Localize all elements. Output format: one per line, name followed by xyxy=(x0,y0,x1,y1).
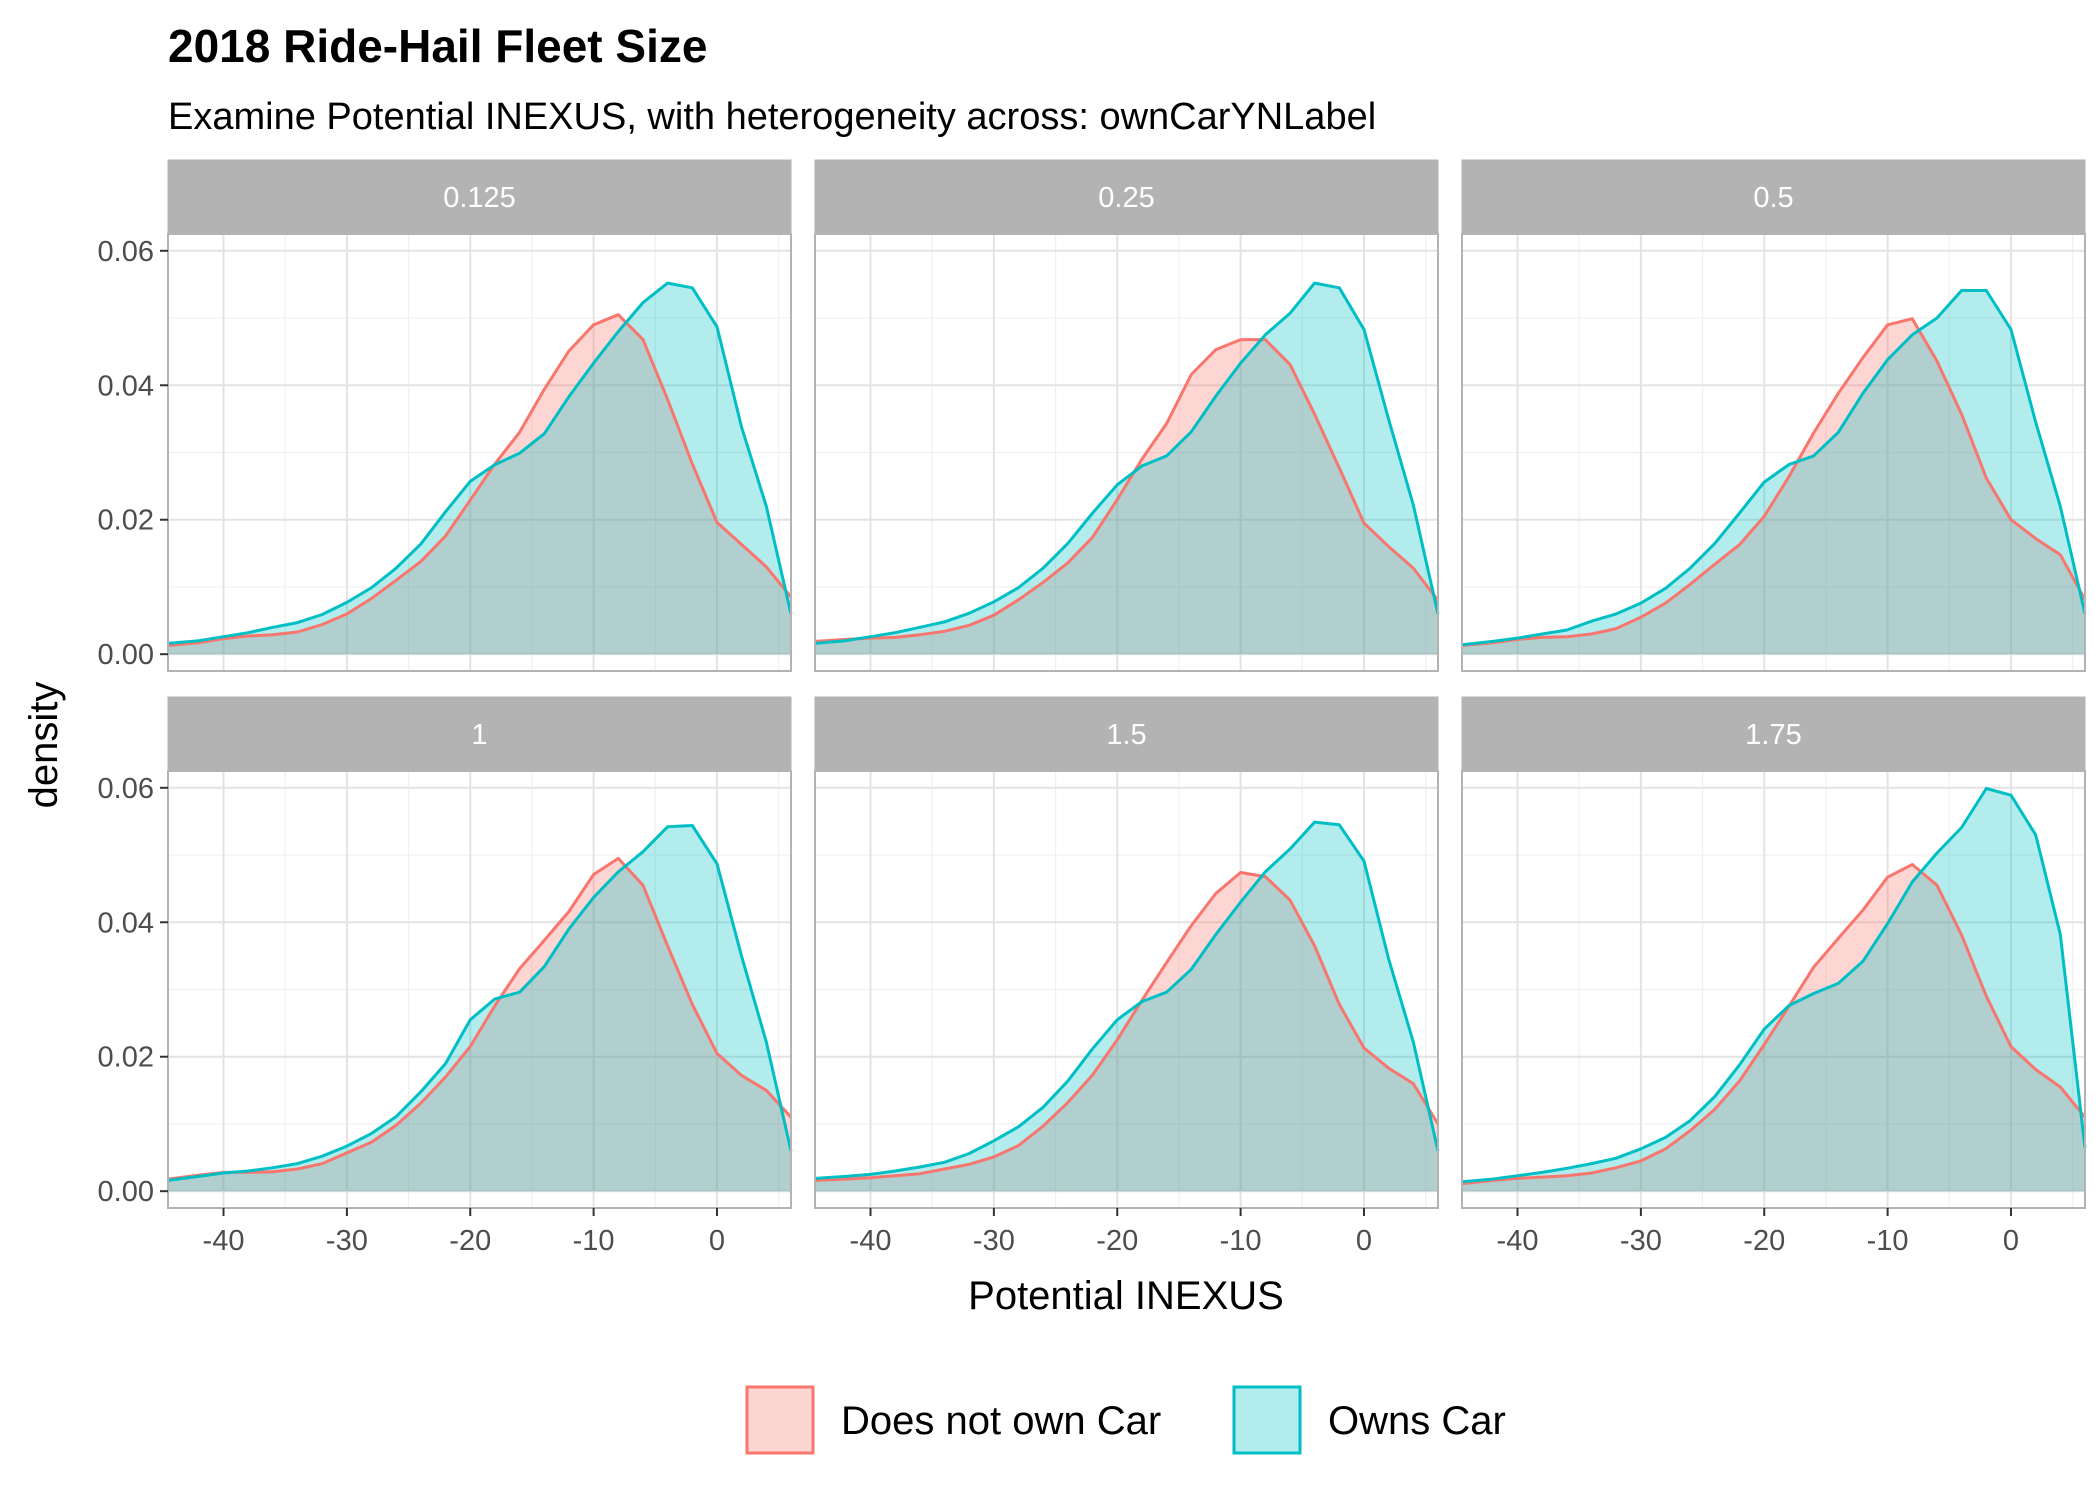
density-area-does-not-own-car xyxy=(1462,318,2085,655)
facet-strip xyxy=(1461,159,2086,235)
y-tick-label: 0.02 xyxy=(98,505,154,537)
x-tick-label: -30 xyxy=(973,1225,1015,1257)
density-area-does-not-own-car xyxy=(168,314,791,655)
density-area-does-not-own-car xyxy=(1462,864,2085,1192)
facet-strip-label: 1.75 xyxy=(1745,719,1801,751)
density-area-owns-car xyxy=(815,822,1438,1192)
density-line-does-not-own-car xyxy=(814,871,1440,1182)
facet-panel: 0.5 xyxy=(1461,159,2087,672)
facet-panels: 0.125 0.25 0.5 1 1.5 1.75 xyxy=(167,159,2087,1209)
plot-area xyxy=(814,770,1440,1209)
facet-strip-label: 1.5 xyxy=(1106,719,1146,751)
density-area-does-not-own-car xyxy=(815,339,1438,655)
x-tick-label: -10 xyxy=(573,1225,615,1257)
chart-subtitle: Examine Potential INEXUS, with heterogen… xyxy=(168,96,1376,138)
panel-border xyxy=(1461,233,2086,672)
facet-panel: 1 xyxy=(167,696,793,1209)
density-area-owns-car xyxy=(1462,290,2085,655)
x-tick-label: -10 xyxy=(1220,1225,1262,1257)
x-tick-label: -30 xyxy=(1620,1225,1662,1257)
facet-strip xyxy=(167,159,792,235)
legend-item: Does not own Car xyxy=(745,1385,1161,1455)
x-axis: -40 -30 -20 -10 0 -40 -30 -20 -10 0 -40 -30 -20 -10 0 xyxy=(203,1208,2019,1257)
density-line-does-not-own-car xyxy=(814,338,1440,643)
density-area-owns-car xyxy=(168,825,791,1192)
x-tick-label: 0 xyxy=(1356,1225,1372,1257)
density-line-does-not-own-car xyxy=(167,856,793,1181)
facet-strip xyxy=(814,159,1439,235)
y-tick-label: 0.00 xyxy=(98,639,154,671)
density-area-owns-car xyxy=(168,283,791,655)
density-line-does-not-own-car xyxy=(1461,863,2087,1186)
x-tick-label: -40 xyxy=(1497,1225,1539,1257)
y-tick-label: 0.04 xyxy=(98,370,154,402)
y-axis-title: density xyxy=(22,682,66,809)
density-line-owns-car xyxy=(167,824,793,1182)
legend-key xyxy=(745,1385,815,1455)
y-axis: 0.00 0.02 0.04 0.06 0.00 0.02 0.04 0.06 xyxy=(98,236,168,1208)
density-line-owns-car xyxy=(814,820,1440,1180)
x-tick-label: -20 xyxy=(1096,1225,1138,1257)
plot-area xyxy=(1461,233,2087,672)
x-tick-label: -20 xyxy=(449,1225,491,1257)
legend-label: Does not own Car xyxy=(841,1399,1161,1443)
density-area-does-not-own-car xyxy=(815,872,1438,1192)
y-tick-label: 0.06 xyxy=(98,773,154,805)
plot-area xyxy=(814,233,1440,672)
panel-border xyxy=(167,233,792,672)
panel-border xyxy=(1461,770,2086,1209)
plot-area xyxy=(1461,770,2087,1209)
x-axis-title: Potential INEXUS xyxy=(968,1274,1284,1318)
facet-panel: 1.75 xyxy=(1461,696,2087,1209)
panel-border xyxy=(814,233,1439,672)
plot-area xyxy=(167,770,793,1209)
facet-panel: 0.25 xyxy=(814,159,1440,672)
facet-strip xyxy=(167,696,792,772)
y-tick-label: 0.04 xyxy=(98,907,154,939)
facet-strip-label: 0.25 xyxy=(1098,182,1154,214)
density-area-owns-car xyxy=(815,283,1438,655)
x-tick-label: -30 xyxy=(326,1225,368,1257)
x-tick-label: -10 xyxy=(1867,1225,1909,1257)
x-tick-label: 0 xyxy=(2003,1225,2019,1257)
x-tick-label: -20 xyxy=(1743,1225,1785,1257)
legend-key xyxy=(1232,1385,1302,1455)
plot-area xyxy=(167,233,793,672)
facet-strip xyxy=(1461,696,2086,772)
density-line-owns-car xyxy=(814,281,1440,645)
x-tick-label: -40 xyxy=(850,1225,892,1257)
x-tick-label: 0 xyxy=(709,1225,725,1257)
density-line-does-not-own-car xyxy=(167,313,793,647)
facet-strip-label: 1 xyxy=(471,719,487,751)
facet-strip-label: 0.125 xyxy=(443,182,516,214)
density-line-does-not-own-car xyxy=(1461,317,2087,647)
y-tick-label: 0.02 xyxy=(98,1042,154,1074)
facet-panel: 1.5 xyxy=(814,696,1440,1209)
panel-border xyxy=(814,770,1439,1209)
legend-label: Owns Car xyxy=(1328,1399,1506,1443)
legend-item: Owns Car xyxy=(1232,1385,1506,1455)
density-line-owns-car xyxy=(1461,289,2087,647)
panel-border xyxy=(167,770,792,1209)
density-area-does-not-own-car xyxy=(168,858,791,1192)
facet-strip xyxy=(814,696,1439,772)
density-area-owns-car xyxy=(1462,788,2085,1192)
facet-strip-label: 0.5 xyxy=(1753,182,1793,214)
facet-panel: 0.125 xyxy=(167,159,793,672)
y-tick-label: 0.06 xyxy=(98,236,154,268)
x-tick-label: -40 xyxy=(203,1225,245,1257)
legend: Does not own Car Owns Car xyxy=(745,1385,1506,1455)
chart-title: 2018 Ride-Hail Fleet Size xyxy=(168,20,707,72)
density-line-owns-car xyxy=(1461,787,2087,1184)
density-line-owns-car xyxy=(167,281,793,645)
y-tick-label: 0.00 xyxy=(98,1176,154,1208)
